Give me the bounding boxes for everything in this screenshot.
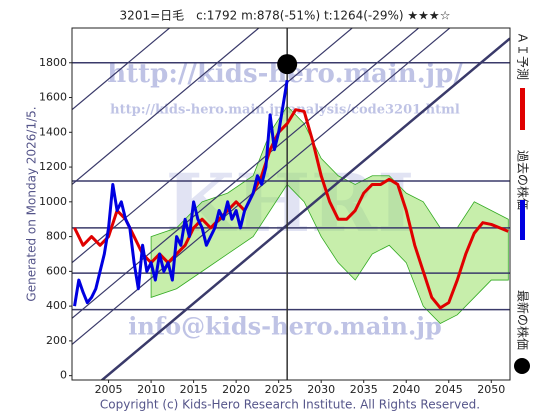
plot-frame	[71, 27, 511, 381]
y-tick-label: 1000	[39, 195, 67, 208]
y-tick-label: 400	[46, 299, 67, 312]
y-tick-label: 1800	[39, 56, 67, 69]
channel-line	[100, 37, 510, 380]
y-tick-label: 800	[46, 230, 67, 243]
x-tick-label: 2005	[95, 383, 123, 396]
x-tick-label: 2040	[392, 383, 420, 396]
legend-swatch	[520, 88, 525, 130]
channel-line	[72, 28, 260, 185]
x-tick-label: 2045	[435, 383, 463, 396]
channel-line	[72, 28, 171, 111]
x-tick-label: 2035	[350, 383, 378, 396]
channel-line	[72, 28, 451, 345]
y-tick-label: 200	[46, 334, 67, 347]
legend-label: ＡＩ予測	[516, 32, 530, 80]
y-tick-label: 1600	[39, 91, 67, 104]
x-tick-label: 2020	[222, 383, 250, 396]
series-line	[73, 79, 289, 307]
watermark: info@kids-hero.main.jp	[128, 312, 442, 341]
x-tick-label: 2025	[265, 383, 293, 396]
y-tick-label: 0	[60, 369, 67, 382]
legend-label: 最新の株価	[516, 290, 531, 350]
forecast-band	[150, 105, 509, 324]
legend-swatch	[514, 358, 530, 374]
chart-title: 3201=日毛 c:1792 m:878(-51%) t:1264(-29%) …	[120, 9, 451, 23]
x-tick-label: 2030	[307, 383, 335, 396]
series-line	[73, 108, 509, 310]
copyright: Copyright (c) Kids-Hero Research Institu…	[100, 398, 480, 412]
channel-line	[72, 28, 354, 264]
legend-label: 過去の株価	[516, 150, 531, 210]
x-tick-label: 2015	[180, 383, 208, 396]
plot-background	[72, 28, 510, 380]
generated-label: Generated on Monday 2026/1/5.	[25, 106, 39, 301]
y-tick-label: 1400	[39, 125, 67, 138]
y-tick-label: 600	[46, 264, 67, 277]
legend-swatch	[520, 200, 525, 240]
plot-area: http://kids-hero.main.jp/http://kids-her…	[72, 28, 510, 380]
y-tick-label: 1200	[39, 160, 67, 173]
x-tick-label: 2010	[137, 383, 165, 396]
latest-point	[277, 54, 298, 75]
x-tick-label: 2050	[477, 383, 505, 396]
